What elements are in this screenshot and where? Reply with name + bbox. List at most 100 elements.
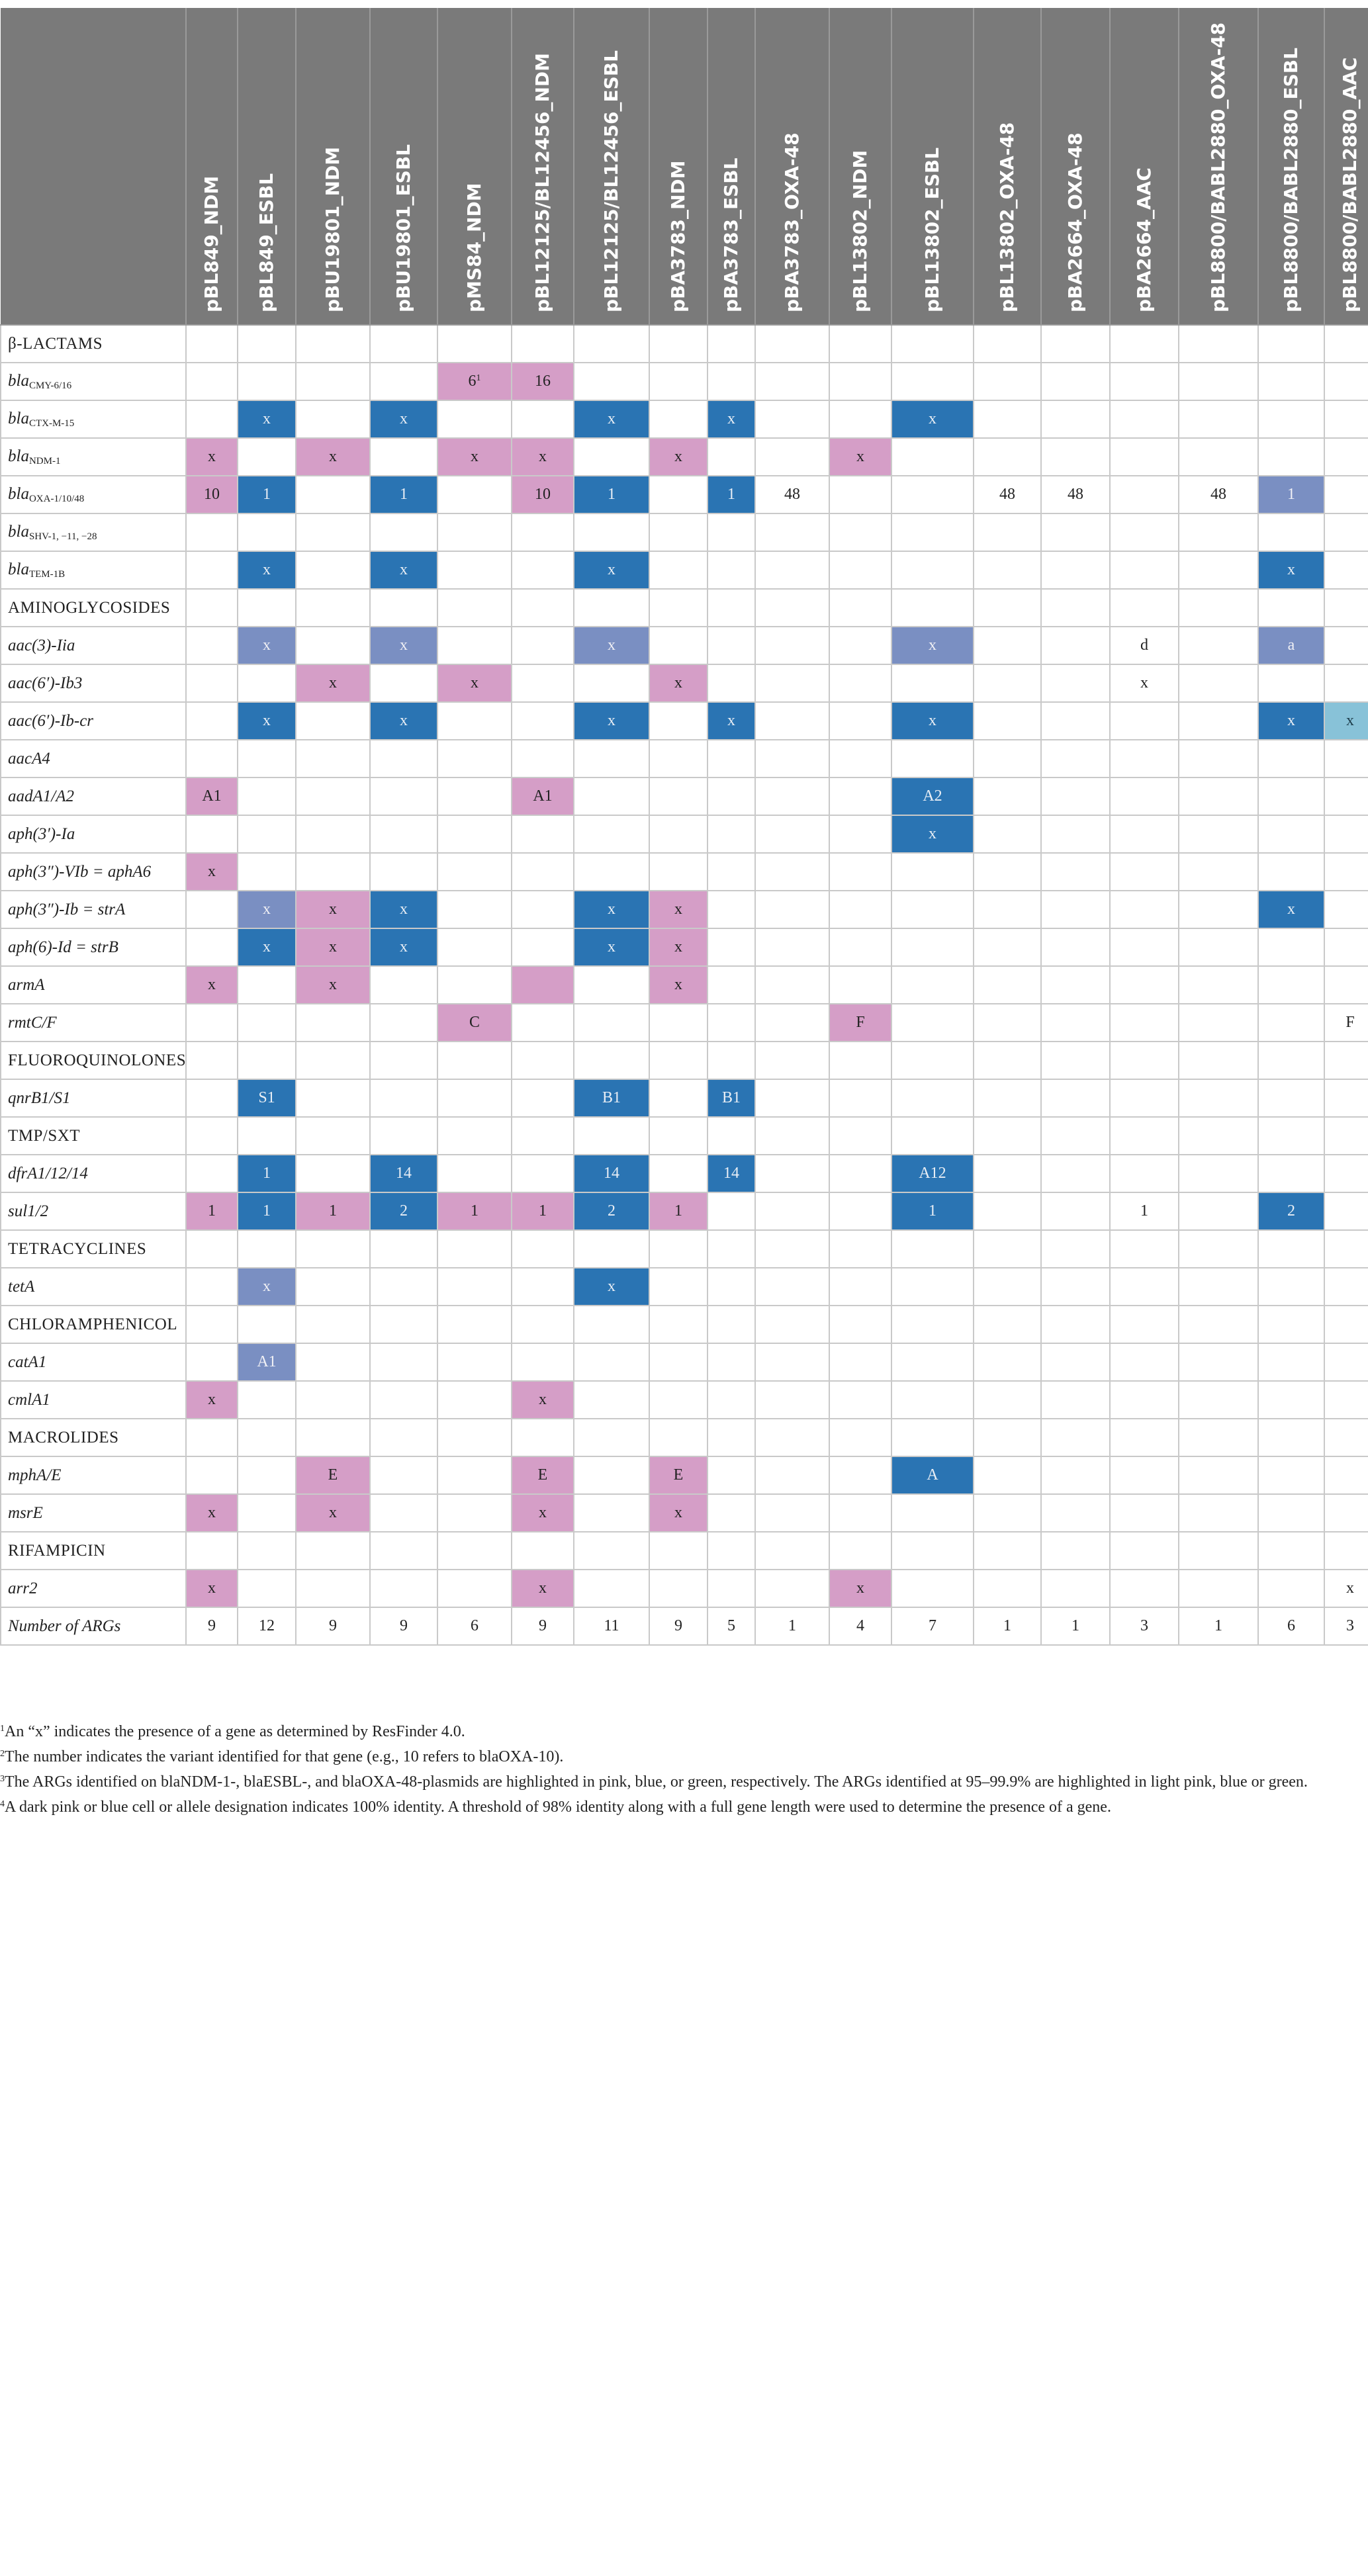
table-cell <box>891 513 974 552</box>
table-cell <box>1324 1192 1368 1231</box>
table-cell <box>237 588 296 627</box>
table-cell <box>1324 739 1368 778</box>
table-cell <box>891 1569 974 1608</box>
table-cell <box>573 324 650 363</box>
column-header: pBL8800/BABL2880_AAC <box>1324 8 1368 326</box>
row-label: arr2 <box>0 1569 187 1608</box>
footnote: 4A dark pink or blue cell or allele desi… <box>0 1793 1368 1818</box>
row-label: catA1 <box>0 1343 187 1382</box>
table-cell: x <box>511 437 574 476</box>
row-label: RIFAMPICIN <box>0 1531 187 1570</box>
table-cell <box>1324 852 1368 891</box>
table-cell <box>1324 1343 1368 1382</box>
table-cell: x <box>237 400 296 439</box>
table-cell <box>754 437 830 476</box>
row-label: aph(3″)-VIb = aphA6 <box>0 852 187 891</box>
table-cell <box>1109 1041 1179 1080</box>
cell-value: x <box>329 674 337 691</box>
column-header-label: pBU19801_ESBL <box>392 144 414 312</box>
row-label-text: bla <box>8 560 29 578</box>
table-cell <box>1324 1154 1368 1193</box>
table-cell <box>437 400 512 439</box>
table-cell <box>829 475 892 514</box>
cell-value: x <box>263 637 271 654</box>
table-cell <box>1040 1079 1111 1118</box>
table-cell <box>1178 513 1259 552</box>
table-cell <box>829 1192 892 1231</box>
row-label: qnrB1/S1 <box>0 1079 187 1118</box>
table-cell: 61 <box>437 362 512 401</box>
table-cell <box>649 324 708 363</box>
table-cell: x <box>185 1380 238 1419</box>
table-row: blaOXA-1/10/48 10 1 1 10 1 1 48 48 48 48 1 <box>0 475 1368 514</box>
cell-value: x <box>608 1278 616 1295</box>
table-cell <box>1109 1116 1179 1155</box>
table-cell <box>437 626 512 665</box>
table-cell: 1 <box>437 1192 512 1231</box>
table-cell <box>185 1229 238 1268</box>
cell-value: 1 <box>788 1617 796 1634</box>
table-cell <box>295 362 371 401</box>
cell-value: 9 <box>400 1617 408 1634</box>
table-cell <box>973 1343 1042 1382</box>
table-cell <box>369 965 438 1004</box>
row-label-subscript: OXA-1/10/48 <box>28 493 85 504</box>
table-cell <box>891 1531 974 1570</box>
cell-value: x <box>263 1278 271 1295</box>
table-cell: x <box>237 626 296 665</box>
table-cell <box>754 513 830 552</box>
table-cell: 9 <box>185 1607 238 1646</box>
footnotes: 1An “x” indicates the presence of a gene… <box>0 1718 1368 1818</box>
table-cell: 48 <box>973 475 1042 514</box>
table-cell <box>1109 1267 1179 1306</box>
footnote-marker: 2 <box>0 1749 5 1759</box>
row-label: aph(6)-Id = strB <box>0 928 187 967</box>
cell-value: 1 <box>1140 1202 1148 1220</box>
table-cell: x <box>369 928 438 967</box>
table-cell: 1 <box>237 1154 296 1193</box>
table-cell <box>437 777 512 816</box>
row-label: blaOXA-1/10/48 <box>0 475 187 514</box>
column-header: pBL8800/BABL2880_OXA-48 <box>1178 8 1259 326</box>
table-cell <box>185 1267 238 1306</box>
row-label: MACROLIDES <box>0 1418 187 1457</box>
table-cell <box>973 701 1042 740</box>
table-cell <box>295 1569 371 1608</box>
table-cell <box>829 400 892 439</box>
table-cell <box>891 588 974 627</box>
table-cell: A <box>891 1456 974 1495</box>
table-cell: 1 <box>649 1192 708 1231</box>
table-cell <box>649 1267 708 1306</box>
table-cell: x <box>1257 551 1325 590</box>
table-cell <box>295 1041 371 1080</box>
footnote-text: A dark pink or blue cell or allele desig… <box>5 1799 1111 1816</box>
footnote: 1An “x” indicates the presence of a gene… <box>0 1718 1368 1743</box>
cell-value: 14 <box>723 1165 739 1182</box>
table-cell <box>649 626 708 665</box>
table-cell <box>573 965 650 1004</box>
table-cell: x <box>1324 1569 1368 1608</box>
row-label: tetA <box>0 1267 187 1306</box>
table-cell <box>1257 1079 1325 1118</box>
row-label: FLUOROQUINOLONES <box>0 1041 187 1080</box>
cell-value: 3 <box>1140 1617 1148 1634</box>
table-cell: 1 <box>1040 1607 1111 1646</box>
table-cell: x <box>707 400 756 439</box>
table-cell <box>973 1003 1042 1042</box>
row-label: blaCTX-M-15 <box>0 400 187 439</box>
table-cell <box>1109 588 1179 627</box>
table-cell: x <box>295 965 371 1004</box>
table-cell <box>891 1116 974 1155</box>
table-cell: x <box>237 928 296 967</box>
table-row: rmtC/F C F F <box>0 1003 1368 1042</box>
table-cell: x <box>295 890 371 929</box>
column-header-label: pBL8800/BABL2880_AAC <box>1339 57 1361 312</box>
table-cell <box>1109 437 1179 476</box>
table-cell: 9 <box>511 1607 574 1646</box>
cell-value: E <box>537 1466 548 1484</box>
table-cell <box>369 1569 438 1608</box>
table-cell <box>511 626 574 665</box>
cell-value: x <box>263 410 271 427</box>
cell-value: 1 <box>471 1202 479 1220</box>
table-cell <box>1178 1569 1259 1608</box>
